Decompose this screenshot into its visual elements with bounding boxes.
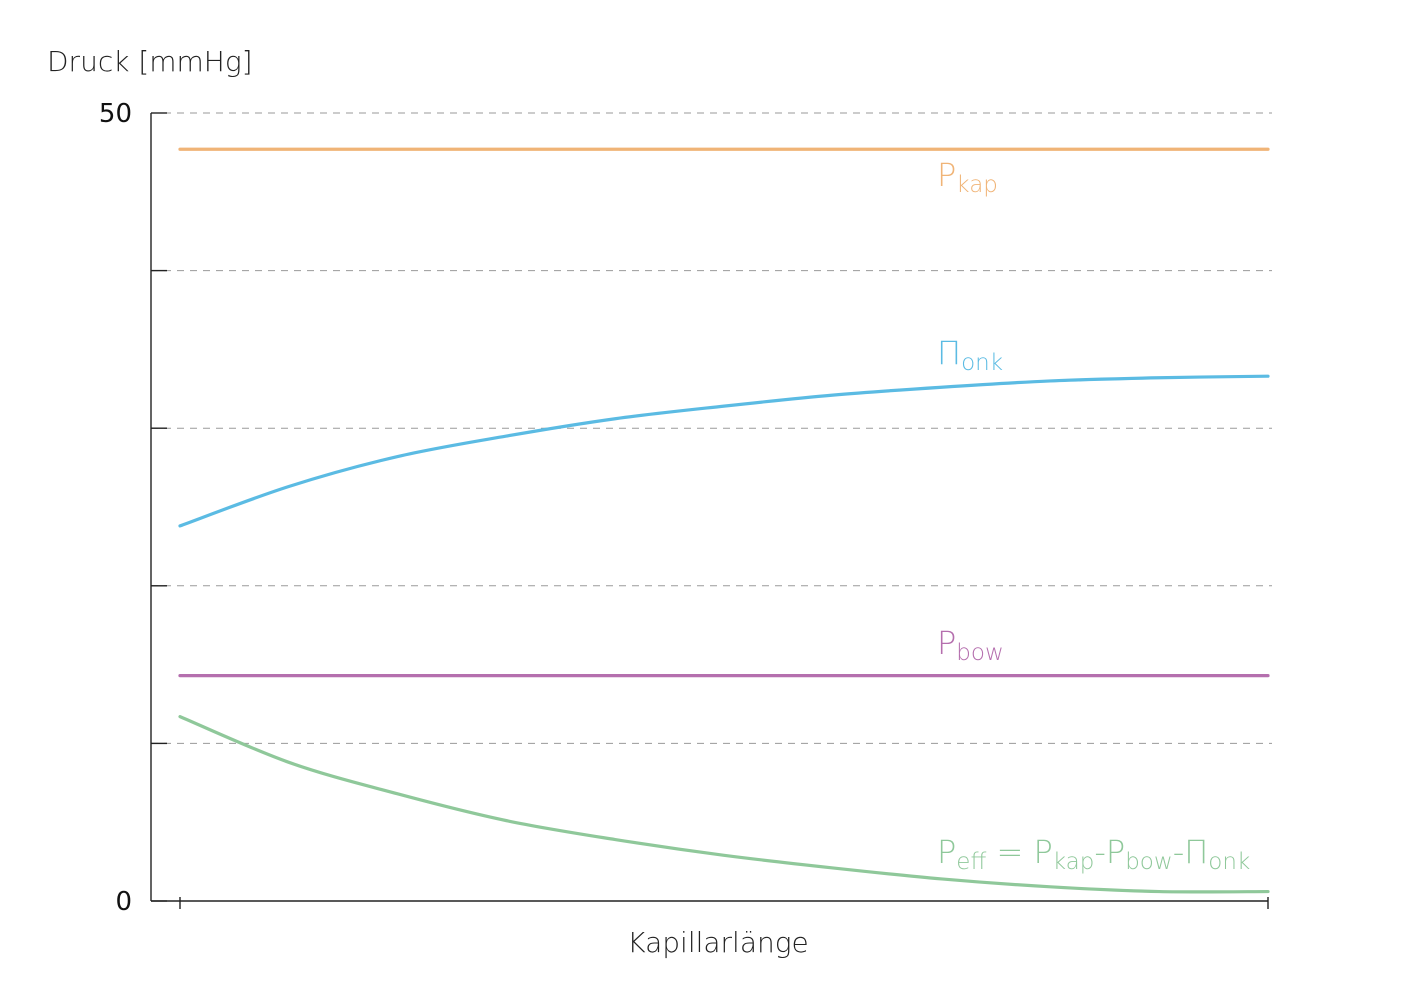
- series-label-p-kap: Pkap: [937, 156, 998, 198]
- series-label-pi-onk: Πonk: [937, 334, 1003, 376]
- x-axis-label: Kapillarlänge: [627, 926, 809, 959]
- grid-lines: [151, 112, 1272, 744]
- y-axis-label: Druck [mmHg]: [47, 45, 253, 78]
- axes: 50 0: [99, 99, 1269, 917]
- y-tick-label-0: 0: [115, 887, 132, 917]
- y-tick-label-50: 50: [99, 99, 132, 129]
- series-line-p-eff: [178, 715, 1270, 894]
- series-line-pi-onk: [178, 374, 1270, 528]
- series-label-p-eff: Peff = Pkap-Pbow-Πonk: [937, 833, 1250, 875]
- series-label-p-bow: Pbow: [937, 624, 1004, 666]
- series-labels: Pkap Πonk Pbow Peff = Pkap-Pbow-Πonk: [937, 156, 1250, 875]
- series-lines: [178, 147, 1270, 894]
